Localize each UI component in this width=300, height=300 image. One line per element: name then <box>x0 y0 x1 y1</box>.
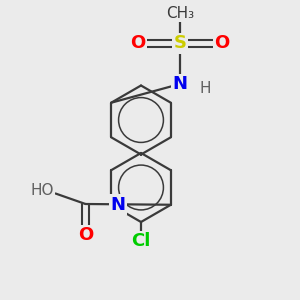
Text: CH₃: CH₃ <box>166 6 194 21</box>
Text: Cl: Cl <box>131 232 151 250</box>
Text: O: O <box>214 34 230 52</box>
Text: O: O <box>78 226 93 244</box>
Text: S: S <box>173 34 187 52</box>
Text: N: N <box>172 75 188 93</box>
Text: H: H <box>200 81 211 96</box>
Text: HO: HO <box>30 183 54 198</box>
Text: N: N <box>110 196 125 214</box>
Text: O: O <box>130 34 146 52</box>
